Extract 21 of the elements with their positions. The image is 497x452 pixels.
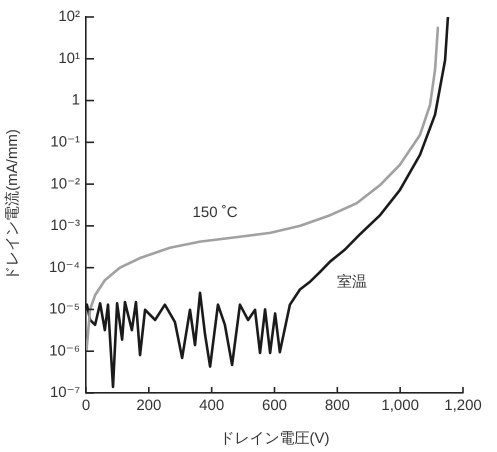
y-tick-label: 10⁻¹ (50, 133, 80, 150)
y-tick-label: 10² (58, 8, 80, 26)
y-tick-label: 10⁻³ (50, 217, 80, 234)
x-tick-label: 200 (136, 397, 162, 414)
y-tick-label: 1 (72, 92, 80, 109)
y-tick-label: 10¹ (58, 50, 80, 67)
y-tick-label: 10⁻² (50, 175, 80, 192)
x-tick-label: 1,000 (381, 397, 419, 414)
x-tick-label: 600 (262, 397, 288, 414)
y-tick-label: 10⁻⁶ (49, 342, 80, 360)
x-tick-label: 0 (82, 397, 90, 414)
y-tick-label: 10⁻⁴ (48, 258, 80, 276)
x-tick-label: 1,200 (444, 397, 482, 414)
x-tick-label: 400 (199, 397, 224, 414)
y-tick-label: 10⁻⁷ (50, 384, 80, 402)
series-label: 150 ˚C (192, 204, 238, 221)
series-label: 室温 (336, 273, 367, 290)
y-axis-title: ドレイン電流(mA/mm) (4, 129, 22, 281)
x-tick-label: 800 (324, 397, 350, 414)
y-tick-label: 10⁻⁵ (49, 300, 80, 318)
x-axis-title: ドレイン電圧(V) (220, 430, 330, 448)
